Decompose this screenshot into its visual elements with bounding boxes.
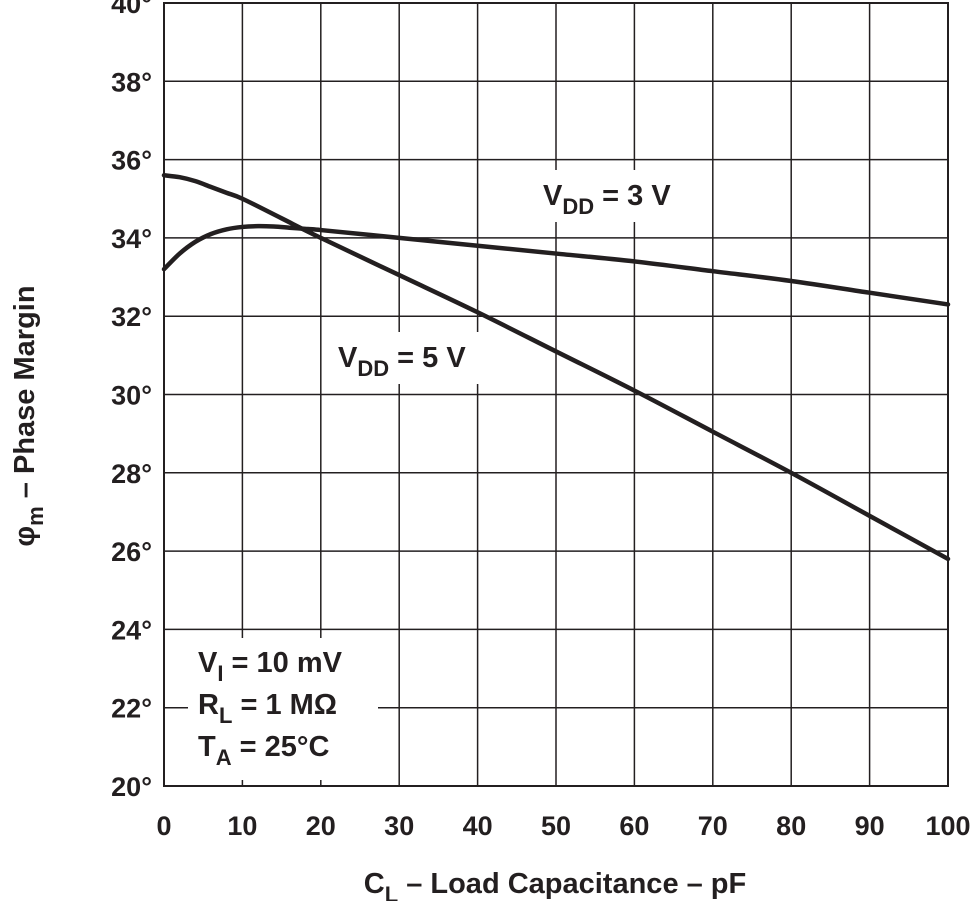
y-tick-label: 30° xyxy=(111,381,152,411)
series-label-vdd-3v: VDD = 3 V xyxy=(543,180,671,219)
y-tick-label: 36° xyxy=(111,146,152,176)
y-tick-label: 22° xyxy=(111,694,152,724)
x-tick-label: 60 xyxy=(619,811,649,841)
plot-frame xyxy=(163,2,949,787)
y-tick-label: 40° xyxy=(111,0,152,19)
y-tick-label: 32° xyxy=(111,302,152,332)
y-tick-label: 34° xyxy=(111,224,152,254)
y-tick-label: 26° xyxy=(111,537,152,567)
x-tick-label: 20 xyxy=(306,811,336,841)
label-background xyxy=(530,170,705,222)
x-axis-title: CL – Load Capacitance – pF xyxy=(364,868,747,901)
x-tick-label: 70 xyxy=(698,811,728,841)
condition-rl: RL = 1 MΩ xyxy=(198,689,337,728)
series-line-vdd-3v xyxy=(161,223,951,307)
y-tick-label: 38° xyxy=(111,67,152,97)
x-tick-label: 30 xyxy=(384,811,414,841)
x-tick-label: 0 xyxy=(156,811,171,841)
x-tick-label: 80 xyxy=(776,811,806,841)
y-tick-label: 24° xyxy=(111,615,152,645)
y-axis-title: φm – Phase Margin xyxy=(9,285,48,546)
x-tick-label: 100 xyxy=(925,811,970,841)
condition-vi: VI = 10 mV xyxy=(198,647,343,686)
x-tick-label: 50 xyxy=(541,811,571,841)
y-tick-label: 20° xyxy=(111,772,152,802)
condition-ta: TA = 25°C xyxy=(198,731,330,770)
y-tick-label: 28° xyxy=(111,459,152,489)
x-tick-label: 90 xyxy=(855,811,885,841)
x-tick-labels: 0 10 20 30 40 50 60 70 80 90 100 xyxy=(156,811,970,841)
series-layer xyxy=(161,173,951,562)
series-label-vdd-5v: VDD = 5 V xyxy=(338,342,466,381)
x-tick-label: 40 xyxy=(463,811,493,841)
series-line-vdd-5v xyxy=(161,173,951,562)
x-tick-label: 10 xyxy=(227,811,257,841)
label-background xyxy=(330,332,505,384)
conditions-background xyxy=(188,638,378,780)
y-tick-labels: 20° 22° 24° 26° 28° 30° 32° 34° 36° 38° 40° xyxy=(111,0,152,802)
